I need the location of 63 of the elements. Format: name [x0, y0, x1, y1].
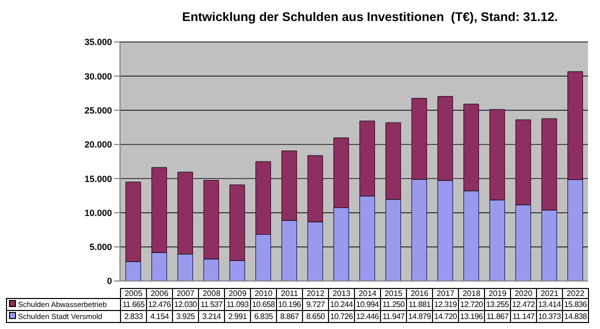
x-tick-label: 2010 [250, 288, 276, 298]
x-tick-label: 2005 [120, 288, 146, 298]
data-label: 12.446 [354, 310, 380, 322]
data-label: 13.196 [458, 310, 484, 322]
data-label: 9.727 [302, 298, 328, 310]
data-label: 12.030 [172, 298, 198, 310]
y-tick-label: 15.000 [84, 174, 112, 184]
chart-title: Entwicklung der Schulden aus Investitionen (T€), Stand: 31.12. [181, 10, 559, 24]
data-label: 10.726 [328, 310, 354, 322]
data-label: 12.472 [510, 298, 536, 310]
data-label: 14.838 [562, 310, 588, 322]
data-label: 10.244 [328, 298, 354, 310]
y-tick-label: 20.000 [84, 140, 112, 150]
x-tick-label: 2009 [224, 288, 250, 298]
data-label: 14.879 [406, 310, 432, 322]
x-tick-label: 2016 [406, 288, 432, 298]
x-tick-label: 2015 [380, 288, 406, 298]
data-label: 10.196 [276, 298, 302, 310]
data-label: 2.991 [224, 310, 250, 322]
data-label: 15.836 [562, 298, 588, 310]
x-tick-label: 2007 [172, 288, 198, 298]
x-tick-label: 2018 [458, 288, 484, 298]
x-tick-label: 2021 [536, 288, 562, 298]
y-tick-label: 25.000 [84, 105, 112, 116]
x-tick-label: 2006 [146, 288, 172, 298]
data-label: 13.255 [484, 298, 510, 310]
data-label: 11.147 [510, 310, 536, 322]
x-tick-label: 2008 [198, 288, 224, 298]
x-tick-label: 2011 [276, 288, 302, 298]
data-label: 13.414 [536, 298, 562, 310]
data-label: 12.319 [432, 298, 458, 310]
data-label: 11.881 [406, 298, 432, 310]
x-tick-label: 2012 [302, 288, 328, 298]
y-tick-label: 5.000 [89, 242, 112, 252]
y-tick-label: 35.000 [84, 37, 112, 48]
x-tick-label: 2014 [354, 288, 380, 298]
data-label: 3.214 [198, 310, 224, 322]
x-tick-label: 2020 [510, 288, 536, 298]
data-label: 11.947 [380, 310, 406, 322]
data-label: 11.867 [484, 310, 510, 322]
data-label: 10.658 [250, 298, 276, 310]
data-label: 10.373 [536, 310, 562, 322]
data-label: 3.925 [172, 310, 198, 322]
data-label: 12.720 [458, 298, 484, 310]
data-label: 11.250 [380, 298, 406, 310]
x-tick-label: 2017 [432, 288, 458, 298]
y-tick-label: 0 [106, 276, 112, 286]
x-tick-label: 2019 [484, 288, 510, 298]
data-label: 10.994 [354, 298, 380, 310]
data-label: 11.665 [120, 298, 146, 310]
data-label: 6.835 [250, 310, 276, 322]
data-label: 8.650 [302, 310, 328, 322]
x-tick-label: 2022 [562, 288, 588, 298]
data-label: 11.093 [224, 298, 250, 310]
data-label: 14.720 [432, 310, 458, 322]
data-label: 11.537 [198, 298, 224, 310]
data-label: 8.867 [276, 310, 302, 322]
data-label: 4.154 [146, 310, 172, 322]
y-tick-label: 10.000 [84, 208, 112, 218]
data-label: 2.833 [120, 310, 146, 322]
y-tick-label: 30.000 [84, 71, 112, 82]
data-label: 12.476 [146, 298, 172, 310]
x-tick-label: 2013 [328, 288, 354, 298]
